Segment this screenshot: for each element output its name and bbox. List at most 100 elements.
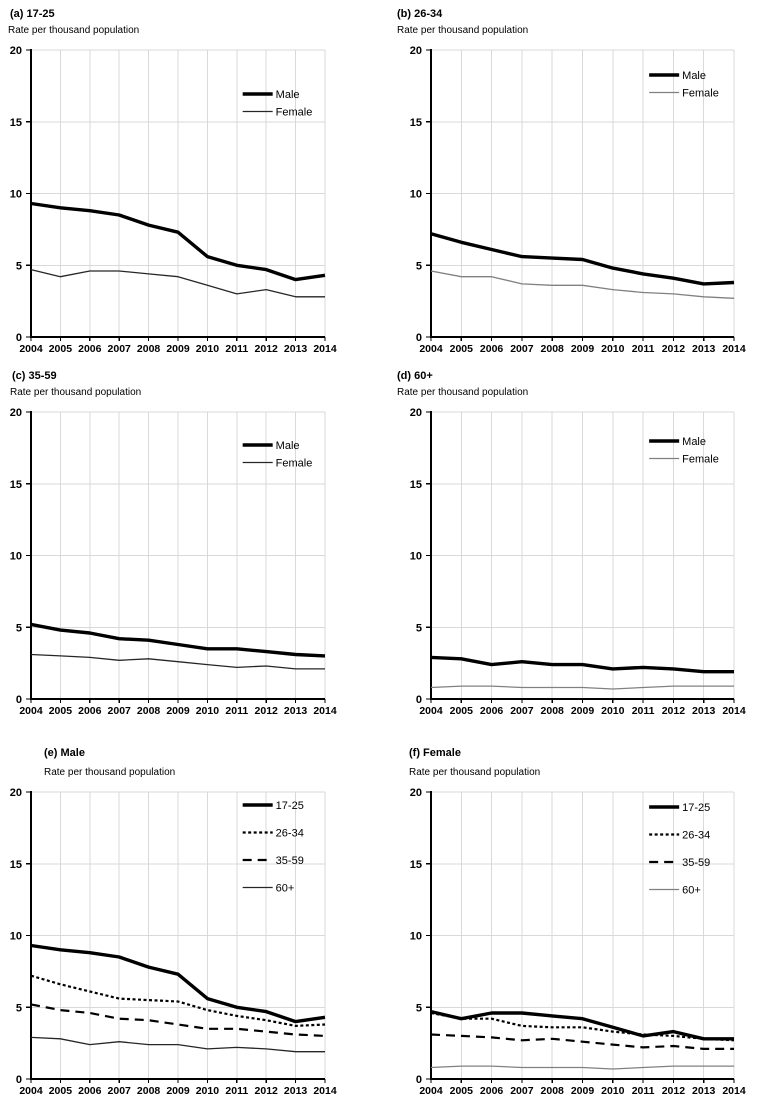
x-tick-label: 2013 (284, 1085, 308, 1097)
y-tick-label: 15 (10, 479, 22, 491)
y-tick-label: 0 (416, 694, 422, 706)
x-tick-label: 2012 (662, 343, 686, 355)
x-tick-label: 2014 (722, 705, 746, 717)
y-tick-label: 15 (410, 479, 422, 491)
chart-panel-b: (b) 26-34 Rate per thousand population 0… (379, 0, 758, 360)
y-tick-label: 10 (10, 551, 22, 563)
x-tick-label: 2005 (49, 343, 73, 355)
y-tick-label: 0 (16, 332, 22, 344)
legend-label-Female: Female (682, 454, 719, 466)
x-tick-label: 2014 (722, 343, 746, 355)
x-tick-label: 2006 (480, 343, 504, 355)
x-tick-label: 2006 (78, 1085, 102, 1097)
x-tick-label: 2007 (510, 343, 534, 355)
chart-subtitle-a: Rate per thousand population (8, 25, 140, 36)
legend-label-60+: 60+ (682, 885, 701, 897)
x-tick-label: 2005 (49, 705, 73, 717)
x-tick-label: 2012 (255, 1085, 279, 1097)
x-tick-label: 2014 (313, 1085, 337, 1097)
y-tick-label: 20 (410, 787, 422, 799)
y-tick-label: 0 (416, 1074, 422, 1086)
y-tick-label: 10 (10, 189, 22, 201)
legend-label-60+: 60+ (276, 883, 295, 895)
x-tick-label: 2004 (419, 1085, 443, 1097)
x-tick-label: 2008 (137, 1085, 161, 1097)
series-line-17-25 (30, 943, 326, 1024)
chart-subtitle-b: Rate per thousand population (397, 25, 529, 36)
x-tick-label: 2009 (166, 343, 190, 355)
x-tick-label: 2005 (450, 343, 474, 355)
chart-canvas-d: 0 5 10 15 20 2004 2005 2006 2007 2008 2009 2010 2011… (410, 407, 746, 717)
series-line-26-34 (30, 974, 326, 1027)
y-tick-label: 10 (410, 551, 422, 563)
series-line-Male (30, 622, 326, 658)
x-tick-label: 2010 (196, 705, 220, 717)
x-tick-label: 2010 (196, 1085, 220, 1097)
chart-subtitle-e: Rate per thousand population (44, 767, 176, 778)
series-line-Male (430, 655, 734, 674)
x-tick-label: 2011 (632, 343, 655, 355)
legend-label-Female: Female (276, 458, 313, 470)
x-tick-label: 2013 (692, 705, 716, 717)
y-tick-label: 15 (410, 117, 422, 129)
chart-title-a: (a) 17-25 (10, 8, 55, 20)
chart-panel-f: (f) Female Rate per thousand population … (379, 733, 758, 1106)
series-line-60+ (430, 1065, 734, 1070)
x-tick-label: 2007 (108, 705, 132, 717)
x-tick-label: 2004 (419, 705, 443, 717)
x-tick-label: 2014 (313, 705, 337, 717)
y-tick-label: 10 (410, 189, 422, 201)
x-tick-label: 2004 (19, 1085, 43, 1097)
x-tick-label: 2004 (19, 705, 43, 717)
x-tick-label: 2004 (19, 343, 43, 355)
y-tick-label: 5 (416, 622, 422, 634)
x-tick-label: 2009 (166, 705, 190, 717)
series-line-35-59 (430, 1033, 734, 1050)
chart-panel-a: (a) 17-25 Rate per thousand population 0… (0, 0, 379, 360)
y-tick-label: 20 (410, 45, 422, 57)
legend-label-17-25: 17-25 (682, 802, 710, 814)
x-tick-label: 2010 (601, 705, 625, 717)
y-tick-label: 10 (410, 931, 422, 943)
y-tick-label: 15 (10, 859, 22, 871)
x-tick-label: 2010 (601, 1085, 625, 1097)
chart-title-c: (c) 35-59 (12, 370, 57, 382)
legend-label-Female: Female (682, 88, 719, 100)
x-tick-label: 2012 (255, 705, 279, 717)
chart-panel-d: (d) 60+ Rate per thousand population 0 5 1… (379, 360, 758, 733)
x-tick-label: 2014 (722, 1085, 746, 1097)
x-tick-label: 2007 (510, 705, 534, 717)
series-line-Male (30, 201, 326, 282)
legend-label-Male: Male (682, 70, 706, 82)
y-tick-label: 5 (16, 260, 22, 272)
x-tick-label: 2013 (284, 343, 308, 355)
x-tick-label: 2005 (450, 1085, 474, 1097)
x-tick-label: 2005 (450, 705, 474, 717)
y-tick-label: 5 (416, 1002, 422, 1014)
legend-label-26-34: 26-34 (682, 830, 710, 842)
chart-panel-e: (e) Male Rate per thousand population 0 5… (0, 733, 379, 1106)
legend-label-35-59: 35-59 (276, 855, 304, 867)
x-tick-label: 2008 (541, 343, 565, 355)
chart-panel-c: (c) 35-59 Rate per thousand population 0… (0, 360, 379, 733)
x-tick-label: 2009 (571, 343, 595, 355)
y-tick-label: 15 (410, 859, 422, 871)
y-tick-label: 5 (16, 1002, 22, 1014)
y-tick-label: 0 (16, 1074, 22, 1086)
chart-canvas-f: 0 5 10 15 20 2004 2005 2006 2007 2008 2009 2010 2011… (410, 787, 746, 1097)
y-tick-label: 0 (416, 332, 422, 344)
x-tick-label: 2004 (419, 343, 443, 355)
x-tick-label: 2011 (225, 343, 248, 355)
y-tick-label: 20 (10, 45, 22, 57)
y-tick-label: 20 (410, 407, 422, 419)
series-line-35-59 (30, 1003, 326, 1037)
legend-label-17-25: 17-25 (276, 800, 304, 812)
x-tick-label: 2009 (166, 1085, 190, 1097)
x-tick-label: 2013 (692, 1085, 716, 1097)
x-tick-label: 2007 (108, 343, 132, 355)
x-tick-label: 2009 (571, 705, 595, 717)
x-tick-label: 2008 (137, 705, 161, 717)
y-tick-label: 0 (16, 694, 22, 706)
